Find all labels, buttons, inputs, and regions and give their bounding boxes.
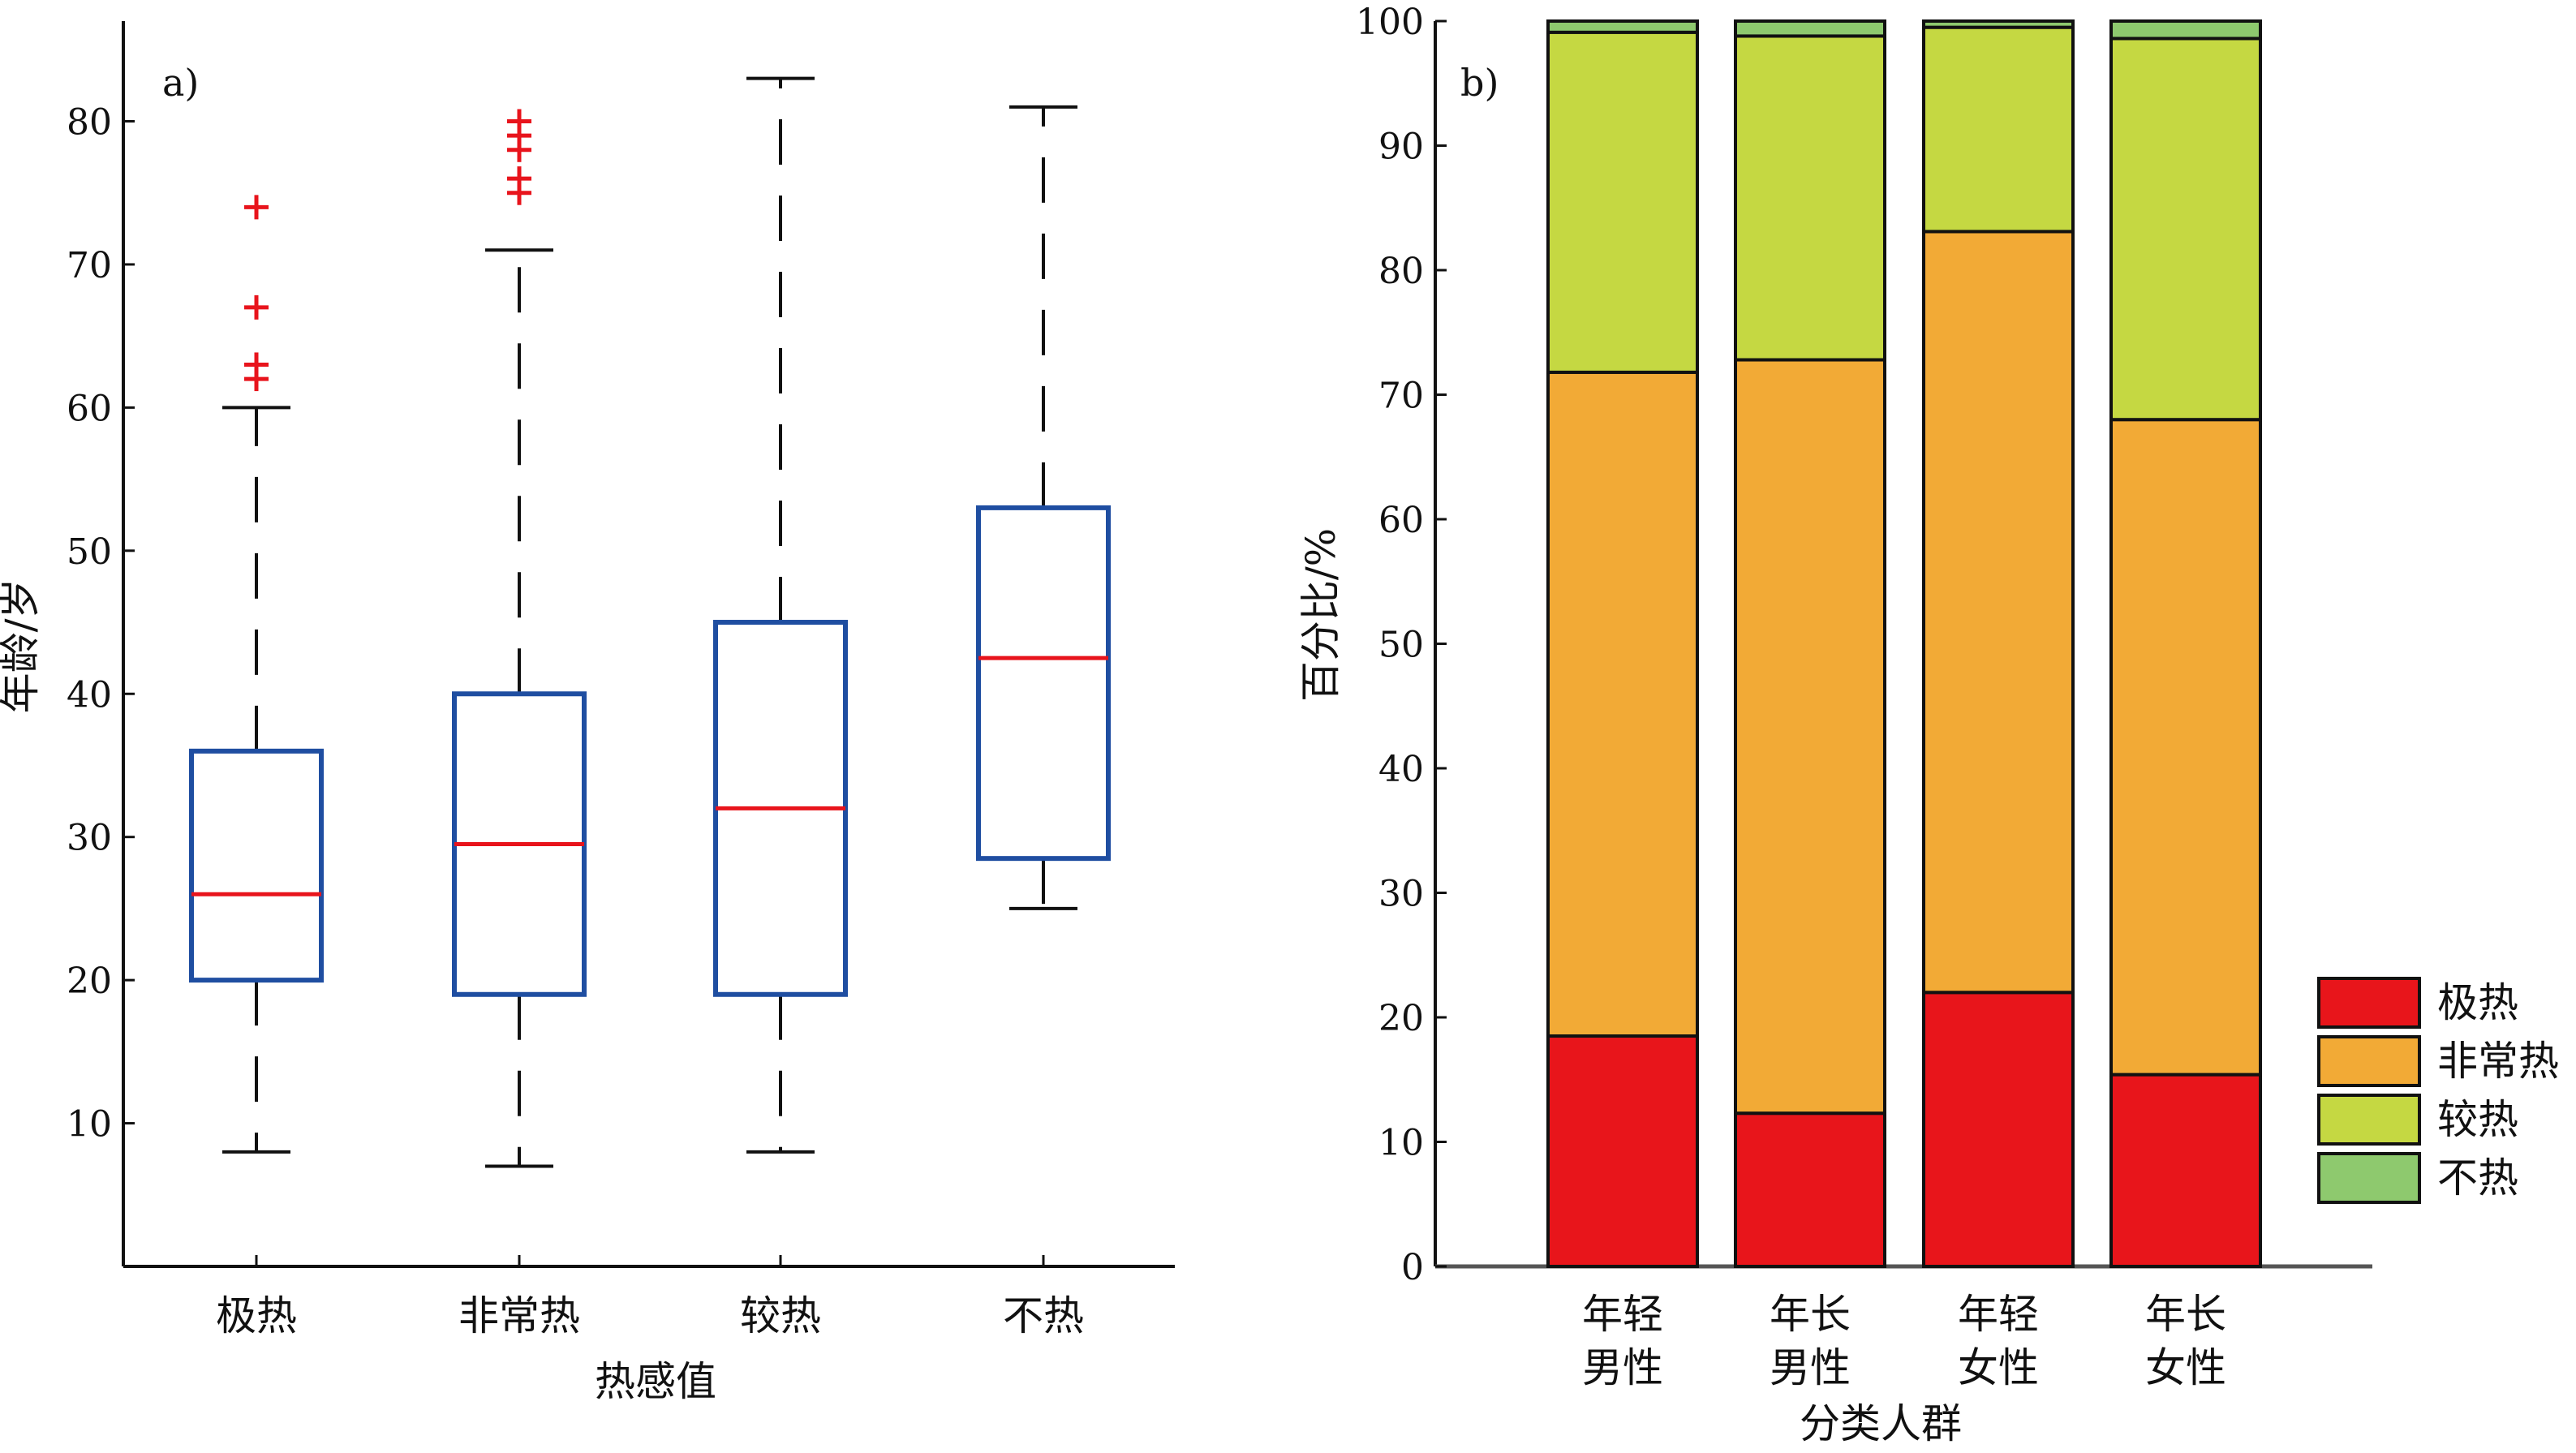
x-tick-label-line1: 年轻 [1582,1291,1663,1338]
x-tick-label-line1: 年长 [1770,1291,1851,1338]
y-tick-label: 10 [67,1104,112,1146]
y-tick-label: 90 [1378,127,1424,168]
y-tick-label: 40 [1378,749,1424,790]
bar-segment [1546,370,1699,1038]
stacked-bar-3 [1922,19,2075,1269]
bar-segment [1922,230,2075,995]
legend-label: 极热 [2437,979,2518,1026]
x-tick-label-line2: 女性 [1958,1344,2039,1391]
outlier-marker [507,166,531,191]
box-plot-x-axis-title: 热感值 [595,1358,716,1405]
bar-segment [2109,418,2262,1077]
y-tick-label: 30 [1378,874,1424,915]
stacked-bar-y-axis-title: 百分比/% [1297,528,1344,702]
x-tick-label: 极热 [216,1292,297,1339]
bar-segment [2109,19,2262,41]
legend-swatch [2317,1152,2421,1204]
outlier-marker [244,294,269,320]
legend-label: 较热 [2437,1096,2518,1143]
bar-segment [1734,19,1886,38]
y-tick-label: 20 [67,961,112,1002]
legend-swatch [2317,1035,2421,1087]
outlier-marker [507,109,531,134]
bar-segment [1734,34,1886,362]
x-tick-label: 较热 [740,1292,821,1339]
y-tick-label: 70 [67,245,112,286]
x-tick-label-line2: 女性 [2145,1344,2226,1391]
y-tick-label: 60 [67,388,112,429]
legend-swatch [2317,977,2421,1029]
box-3 [713,76,848,1154]
legend-swatch [2317,1094,2421,1146]
legend-entry: 不热 [2317,1152,2518,1204]
outlier-marker [244,352,269,377]
bar-segment [1922,25,2075,234]
panel-a-label: a) [162,61,199,105]
y-tick-label: 10 [1378,1123,1424,1164]
bar-segment [1734,1111,1886,1268]
bar-segment [1734,358,1886,1116]
y-tick-label: 50 [1378,625,1424,666]
x-tick-label-line1: 年轻 [1958,1291,2039,1338]
x-tick-label: 非常热 [458,1292,580,1339]
y-tick-label: 70 [1378,376,1424,417]
x-tick-label-line2: 男性 [1582,1344,1663,1391]
stacked-bar-y-ticks: 0 10 20 30 40 50 60 70 80 90 100 [1356,2,1447,1288]
y-tick-label: 80 [1378,251,1424,292]
iqr-box [976,505,1111,862]
legend-label: 非常热 [2437,1038,2559,1085]
stacked-bar-bars [1546,19,2262,1269]
box-plot-panel: 10 20 30 40 50 60 70 80 极热 非常热 较热 不热 a) 热感值 年龄/岁 [0,21,1175,1405]
box-plot-x-ticks: 极热 非常热 较热 不热 [216,1255,1084,1339]
legend-label: 不热 [2437,1154,2518,1202]
y-tick-label: 60 [1378,500,1424,541]
bar-segment [2109,37,2262,422]
y-tick-label: 0 [1401,1247,1424,1288]
bar-segment [1546,30,1699,374]
y-tick-label: 100 [1356,2,1424,43]
legend-entry: 极热 [2317,977,2518,1029]
box-1 [189,195,324,1154]
bar-segment [1546,1034,1699,1269]
y-tick-label: 20 [1378,998,1424,1039]
x-tick-label-line1: 年长 [2145,1291,2226,1338]
bar-segment [2109,1073,2262,1268]
box-plot-boxes [189,76,1111,1168]
stacked-bar-1 [1546,19,1699,1269]
x-tick-label-line2: 男性 [1770,1344,1851,1391]
iqr-box [189,748,324,983]
outlier-marker [244,195,269,220]
bar-segment [1922,19,2075,29]
stacked-bar-2 [1734,19,1886,1268]
panel-b-label: b) [1460,61,1499,105]
stacked-bar-x-axis-title: 分类人群 [1800,1400,1962,1447]
stacked-bar-4 [2109,19,2262,1268]
box-plot-y-axis-title: 年龄/岁 [0,578,44,714]
x-tick-label: 不热 [1003,1292,1084,1339]
box-4 [976,105,1111,910]
box-2 [452,109,587,1168]
bar-segment [1922,991,2075,1269]
legend-entry: 较热 [2317,1094,2518,1146]
y-tick-label: 50 [67,531,112,573]
y-tick-label: 30 [67,818,112,859]
legend-entry: 非常热 [2317,1035,2559,1087]
y-tick-label: 80 [67,102,112,144]
bar-segment [1546,19,1699,34]
box-plot-y-ticks: 10 20 30 40 50 60 70 80 [67,102,135,1146]
y-tick-label: 40 [67,674,112,716]
